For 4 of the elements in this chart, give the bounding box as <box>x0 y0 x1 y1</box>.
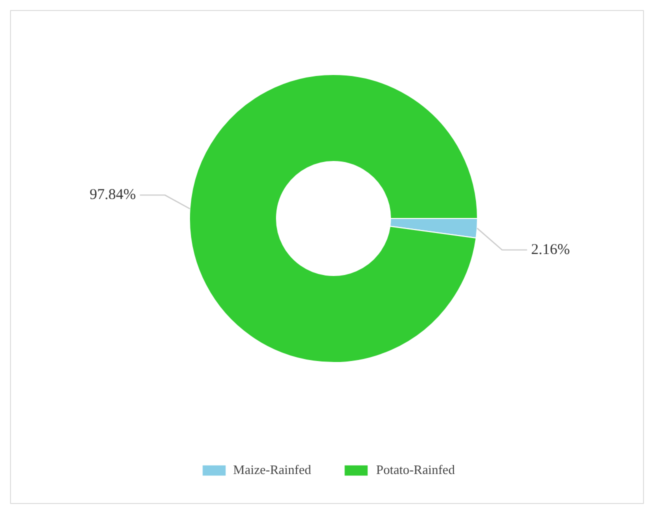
data-label: 2.16% <box>531 242 570 258</box>
data-label: 97.84% <box>90 187 136 204</box>
legend-label: Maize-Rainfed <box>233 462 312 478</box>
legend-label: Potato-Rainfed <box>376 462 455 478</box>
